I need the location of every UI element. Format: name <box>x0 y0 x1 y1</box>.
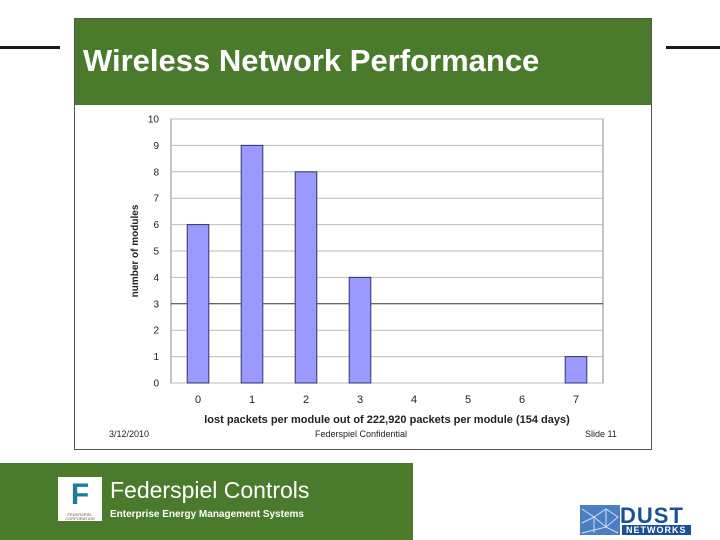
bar-1 <box>240 144 264 384</box>
y-tick-labels: 0 1 2 3 4 5 6 7 8 9 10 <box>148 115 160 390</box>
slide-title: Wireless Network Performance <box>83 43 540 78</box>
y-tick-label: 7 <box>153 194 159 205</box>
footer-slide-number: Slide 11 <box>585 429 617 439</box>
footer-confidential: Federspiel Confidential <box>315 429 408 439</box>
top-left-rule <box>0 46 60 49</box>
slide-frame: Wireless Network Performance 0 1 2 3 4 5 6 7 8 9 1… <box>74 18 652 450</box>
bar-7 <box>564 356 588 384</box>
y-tick-label: 4 <box>153 273 159 284</box>
x-tick-label: 5 <box>465 394 471 406</box>
mesh-network-icon <box>580 505 620 535</box>
x-tick-label: 0 <box>195 394 201 406</box>
x-tick-label: 3 <box>357 394 363 406</box>
x-tick-label: 1 <box>249 394 255 406</box>
networks-wordmark: NETWORKS <box>622 525 691 535</box>
y-tick-label: 6 <box>153 220 159 231</box>
y-tick-label: 10 <box>148 115 160 126</box>
x-tick-label: 7 <box>573 394 579 406</box>
y-tick-label: 8 <box>153 167 159 178</box>
y-tick-label: 9 <box>153 141 159 152</box>
y-tick-label: 5 <box>153 247 159 258</box>
x-tick-label: 2 <box>303 394 309 406</box>
bar-3 <box>348 276 372 384</box>
footer-brand-band: F FEDERSPIEL CORPORATION Federspiel Cont… <box>0 463 413 540</box>
y-tick-label: 1 <box>153 352 159 363</box>
federspiel-f-icon: F <box>70 478 90 511</box>
y-tick-label: 2 <box>153 326 159 337</box>
bars <box>186 144 588 384</box>
y-axis-label: number of modules <box>130 204 141 297</box>
company-name: Federspiel Controls <box>110 477 310 503</box>
title-band: Wireless Network Performance <box>75 19 651 105</box>
y-tick-label: 0 <box>153 379 159 390</box>
bar-0 <box>186 224 210 384</box>
x-tick-label: 4 <box>411 394 417 406</box>
top-right-rule <box>666 46 720 49</box>
federspiel-logo: F FEDERSPIEL CORPORATION <box>58 477 102 521</box>
x-axis-label: lost packets per module out of 222,920 p… <box>204 414 570 426</box>
federspiel-logo-text: FEDERSPIEL CORPORATION <box>65 512 95 521</box>
footer-date: 3/12/2010 <box>109 429 150 439</box>
y-tick-label: 3 <box>153 299 159 310</box>
company-tagline: Enterprise Energy Management Systems <box>110 509 304 520</box>
x-tick-labels: 0 1 2 3 4 5 6 7 <box>195 394 579 406</box>
bar-2 <box>294 171 318 384</box>
dust-networks-logo: DUST NETWORKS <box>580 503 718 537</box>
x-tick-label: 6 <box>519 394 525 406</box>
dust-wordmark: DUST <box>620 503 684 528</box>
